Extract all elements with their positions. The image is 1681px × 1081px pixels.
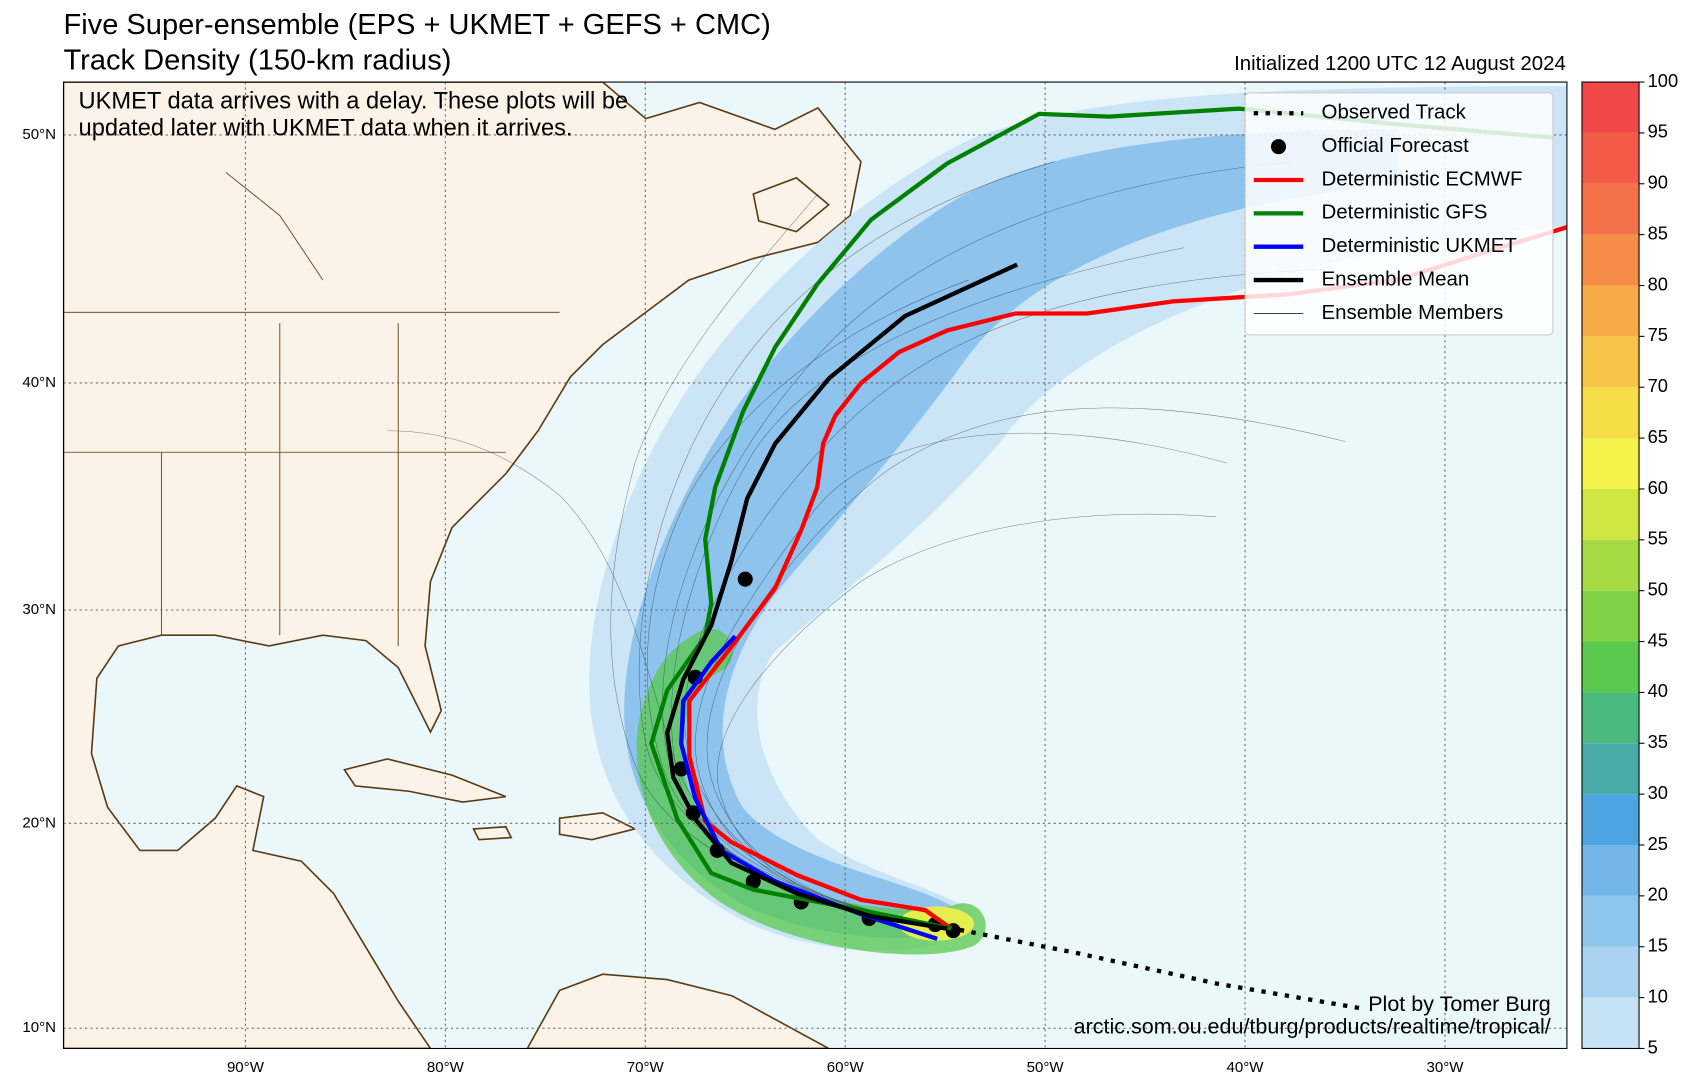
lon-tick-label: 70°W (627, 1059, 665, 1076)
colorbar-label: 20 (1648, 884, 1668, 905)
colorbar-band (1581, 336, 1640, 388)
legend-label: Ensemble Members (1322, 301, 1504, 324)
colorbar-label: 35 (1648, 731, 1668, 752)
colorbar-label: 40 (1648, 680, 1668, 701)
lon-tick-label: 30°W (1426, 1059, 1464, 1076)
colorbar-label: 30 (1648, 782, 1668, 803)
colorbar-label: 95 (1648, 121, 1668, 142)
track-line (687, 225, 1567, 931)
legend-label: Observed Track (1322, 101, 1467, 124)
colorbar-band (1581, 488, 1640, 540)
colorbar-band (1581, 845, 1640, 896)
colorbar-band (1581, 234, 1640, 286)
colorbar-band (1581, 132, 1640, 184)
colorbar-label: 15 (1648, 935, 1668, 956)
legend-label: Ensemble Mean (1322, 267, 1470, 290)
lon-tick-label: 90°W (227, 1059, 265, 1076)
title: Five Super-ensemble (EPS + UKMET + GEFS … (63, 9, 770, 41)
colorbar-label: 25 (1648, 833, 1668, 854)
colorbar-frame (1581, 81, 1640, 1049)
colorbar-label: 70 (1648, 375, 1668, 396)
note-line: UKMET data arrives with a delay. These p… (79, 89, 629, 115)
track-line (952, 926, 1360, 1011)
track-line (665, 262, 1018, 931)
lat-tick-label: 50°N (22, 126, 56, 143)
tracks (649, 106, 1567, 1011)
note-line: updated later with UKMET data when it ar… (79, 116, 573, 142)
legend-label: Deterministic ECMWF (1322, 167, 1523, 190)
colorbar-band (1581, 895, 1640, 947)
colorbar-band (1581, 82, 1640, 133)
colorbar-band (1581, 692, 1640, 744)
colorbar-label: 85 (1648, 222, 1668, 243)
map-frame (62, 81, 1568, 1049)
land (63, 82, 862, 1049)
legend-label: Deterministic GFS (1322, 201, 1488, 224)
colorbar: 5 10 15 20 25 30 35 40 45 50 55 60 65 70 75 80 85 90 95 100 (1581, 70, 1679, 1057)
lat-tick-label: 10°N (22, 1019, 56, 1036)
initialized: Initialized 1200 UTC 12 August 2024 (1234, 52, 1566, 75)
colorbar-band (1581, 641, 1640, 693)
colorbar-band (1581, 438, 1640, 489)
density-mid (624, 129, 1400, 938)
colorbar-band (1581, 743, 1640, 795)
colorbar-band (1581, 183, 1640, 235)
lat-tick-label: 40°N (22, 374, 56, 391)
colorbar-label: 10 (1648, 985, 1668, 1006)
lon-tick-label: 40°W (1227, 1059, 1265, 1076)
legend-marker (1270, 139, 1287, 155)
legend-label: Official Forecast (1322, 134, 1470, 157)
credit-line: Plot by Tomer Burg (1368, 992, 1551, 1016)
colorbar-band (1581, 794, 1640, 846)
colorbar-band (1581, 539, 1640, 591)
colorbar-band (1581, 387, 1640, 439)
lat-tick-label: 20°N (22, 814, 56, 831)
forecast-point (745, 873, 761, 889)
colorbar-label: 100 (1648, 70, 1679, 91)
colorbar-label: 75 (1648, 324, 1668, 345)
forecast-point (737, 571, 753, 587)
track-line (649, 106, 1554, 931)
ensemble-members (387, 161, 1346, 927)
colorbar-band (1581, 590, 1640, 642)
colorbar-label: 55 (1648, 528, 1668, 549)
axis-labels: 90°W 80°W 70°W 60°W 50°W 40°W 30°W 10°N 20°N 30°N… (22, 126, 1464, 1076)
colorbar-band (1581, 946, 1640, 998)
subtitle: Track Density (150-km radius) (63, 44, 451, 76)
legend-label: Deterministic UKMET (1322, 234, 1518, 257)
lon-tick-label: 50°W (1027, 1059, 1065, 1076)
lon-tick-label: 80°W (427, 1059, 465, 1076)
colorbar-band (1581, 285, 1640, 337)
colorbar-label: 45 (1648, 629, 1668, 650)
legend-box (1244, 92, 1554, 336)
lon-tick-label: 60°W (827, 1059, 865, 1076)
lat-tick-label: 30°N (22, 601, 56, 618)
legend: Observed Track Official Forecast Determini… (1244, 92, 1554, 336)
borders (63, 172, 560, 646)
colorbar-label: 80 (1648, 273, 1668, 294)
colorbar-band (1581, 997, 1640, 1049)
colorbar-label: 90 (1648, 172, 1668, 193)
credit-line: arctic.som.ou.edu/tburg/products/realtim… (1074, 1015, 1551, 1039)
colorbar-label: 60 (1648, 477, 1668, 498)
colorbar-label: 50 (1648, 579, 1668, 600)
colorbar-label: 5 (1648, 1036, 1658, 1057)
colorbar-label: 65 (1648, 426, 1668, 447)
